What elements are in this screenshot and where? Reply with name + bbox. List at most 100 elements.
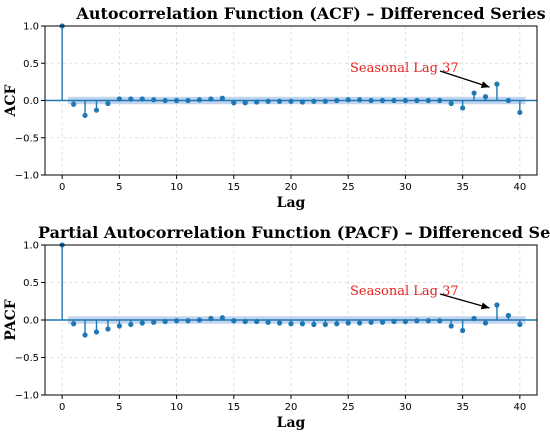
x-tick-label: 5 [116,402,122,413]
annotation-text: Seasonal Lag 37 [350,284,459,299]
stem-marker [288,321,294,327]
stem-marker [414,97,420,104]
stem-marker [173,97,180,104]
annotation-arrowhead [480,302,490,310]
y-tick-label: 1.0 [23,241,39,252]
y-axis-label: PACF [3,299,19,341]
stem-marker [276,98,283,104]
stem-marker [334,97,340,104]
x-tick-label: 40 [513,402,526,413]
stem-marker [151,319,157,325]
stem-marker [208,96,214,102]
stem-marker [311,321,317,328]
stem-marker [288,98,294,104]
stem-marker [414,318,420,324]
stem-marker [254,99,260,105]
x-tick-label: 0 [59,182,65,193]
y-tick-label: 1.0 [23,22,39,33]
stem-marker [265,319,271,325]
stem-marker [185,97,191,104]
stem-marker [368,97,374,104]
stem-marker [82,332,88,338]
y-tick-label: −1.0 [15,391,39,402]
stem-marker [116,323,122,329]
y-tick-label: 0.0 [23,96,39,107]
stem-marker [105,100,111,107]
stem-marker [105,326,111,332]
stem-marker [437,97,443,104]
stem-marker [82,112,88,118]
stem-marker [448,100,454,107]
stem-marker [391,97,397,104]
y-tick-label: −0.5 [15,353,39,364]
x-tick-label: 20 [285,402,298,413]
stem-marker [425,97,431,104]
stem-marker [185,318,191,324]
stem-marker [322,321,328,328]
stem-marker [299,321,306,327]
chart-title: Autocorrelation Function (ACF) – Differe… [75,4,545,23]
stem-marker [471,315,477,322]
y-tick-label: 0.5 [23,278,39,289]
stem-marker [265,98,271,104]
stem-marker [299,99,306,105]
stem-marker [345,97,351,103]
stem-marker [93,107,100,113]
stem-marker [482,94,489,100]
stem-marker [242,100,248,106]
x-tick-label: 10 [170,402,183,413]
stem-marker [71,101,77,107]
stem-marker [139,320,145,326]
stem-marker [128,321,134,328]
x-tick-label: 30 [399,402,412,413]
stem-marker [71,321,77,327]
stem-marker [460,105,466,111]
stem-marker [322,98,328,104]
acf-panel: 0 5 10 15 20 25 30 35 40 −1.0 −0.5 0.0 0.5 1.0 Autocor… [3,4,546,211]
stem-marker [379,319,386,325]
x-tick-label: 35 [456,402,469,413]
stem-marker [402,318,409,325]
x-tick-label: 10 [170,182,183,193]
y-axis-label: ACF [3,84,19,117]
annotation-arrow [439,293,490,309]
stem-marker [505,97,511,104]
stem-marker [162,97,168,104]
stem-marker [460,327,466,334]
stem-marker [482,320,489,326]
x-tick-label: 30 [399,182,412,193]
stem-marker [334,321,340,327]
stem-marker [391,318,397,325]
x-tick-label: 35 [456,182,469,193]
stem-marker [242,318,248,325]
stem-marker [345,320,351,326]
annotation-arrowhead [480,81,490,88]
stem-marker [402,97,409,104]
stem-marker [162,318,168,325]
stem-marker [151,97,157,103]
y-tick-label: 0.0 [23,316,39,327]
stem-marker [116,96,122,102]
x-tick-label: 20 [285,182,298,193]
x-tick-label: 40 [513,182,526,193]
stem-marker [196,317,203,323]
stem-marker [379,97,386,104]
x-tick-label: 0 [59,402,65,413]
stem-marker [208,315,214,322]
stem-marker [437,318,443,324]
stem-marker [276,320,283,326]
stem-marker [173,318,180,324]
stem-marker [494,81,500,87]
stem-marker [231,100,237,106]
x-tick-label: 25 [342,182,355,193]
chart-title: Partial Autocorrelation Function (PACF) … [38,223,550,242]
stem-marker [517,321,523,328]
annotation-arrow [439,70,490,88]
stem-marker [505,312,511,319]
stem-marker [471,90,477,96]
stem-marker [494,302,500,308]
stem-marker [254,318,260,325]
x-axis-label: Lag [277,415,306,431]
stem-marker [357,97,363,103]
